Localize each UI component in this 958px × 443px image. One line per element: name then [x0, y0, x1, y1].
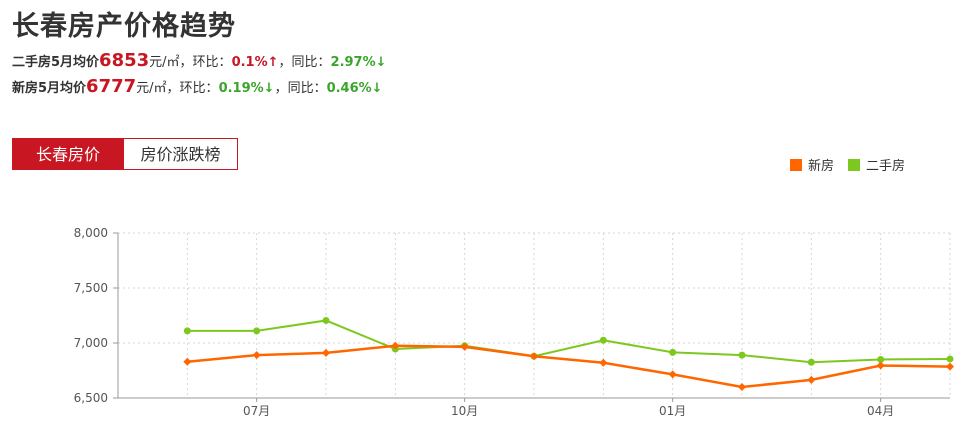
- new-home-yoy-label: ，同比：: [274, 81, 327, 96]
- data-point-second-hand: [877, 356, 885, 363]
- second-hand-mom-value: 0.1%↑: [231, 55, 279, 70]
- new-home-mom-value: 0.19%↓: [218, 81, 275, 96]
- data-point-new-home: [322, 348, 330, 357]
- tab-bar: 长春房价 房价涨跌榜: [12, 138, 238, 170]
- x-tick-label: 04月: [867, 404, 894, 418]
- data-point-new-home: [183, 357, 192, 366]
- x-tick-label: 10月: [451, 404, 478, 418]
- data-point-new-home: [599, 358, 608, 367]
- legend-item-second-hand[interactable]: 二手房: [848, 155, 905, 174]
- data-point-new-home: [252, 351, 261, 360]
- legend-label-second-hand: 二手房: [866, 159, 906, 174]
- second-hand-yoy-label: ，同比：: [278, 55, 331, 70]
- data-point-new-home: [738, 383, 746, 391]
- second-hand-price: 6853: [99, 50, 150, 71]
- legend-label-new-home: 新房: [808, 159, 835, 174]
- data-point-second-hand: [946, 355, 954, 363]
- tab-price-ranking[interactable]: 房价涨跌榜: [124, 138, 238, 170]
- legend-swatch-second-hand: [848, 158, 861, 171]
- page-title: 长春房产价格趋势: [12, 11, 236, 42]
- new-home-yoy-value: 0.46%↓: [326, 81, 383, 96]
- y-tick-label: 8,000: [74, 226, 108, 240]
- data-point-new-home: [530, 352, 538, 361]
- data-point-second-hand: [807, 358, 815, 366]
- second-hand-stat-line: 二手房5月均价6853元/㎡，环比：0.1%↑，同比：2.97%↓: [12, 50, 387, 71]
- chart-legend: 新房 二手房: [790, 155, 919, 174]
- y-tick-label: 7,500: [74, 281, 108, 295]
- data-point-new-home: [876, 361, 885, 370]
- second-hand-yoy-value: 2.97%↓: [330, 55, 387, 70]
- data-point-second-hand: [669, 348, 677, 356]
- data-point-second-hand: [183, 327, 191, 335]
- data-point-new-home: [391, 341, 400, 350]
- tab-changchun-price[interactable]: 长春房价: [12, 138, 124, 170]
- series-line-second-hand: [187, 319, 951, 364]
- second-hand-label: 二手房5月均价: [12, 55, 100, 70]
- legend-swatch-new-home: [790, 158, 802, 171]
- data-point-second-hand: [253, 327, 261, 335]
- y-tick-label: 6,500: [74, 391, 108, 405]
- data-point-second-hand: [599, 336, 607, 344]
- x-tick-label: 01月: [659, 404, 686, 418]
- x-tick-label: 07月: [243, 404, 270, 418]
- data-point-new-home: [460, 342, 469, 351]
- data-point-new-home: [668, 370, 677, 379]
- data-point-new-home: [807, 375, 816, 384]
- data-point-second-hand: [322, 316, 330, 324]
- legend-item-new-home[interactable]: 新房: [790, 155, 834, 174]
- second-hand-unit: 元/㎡: [149, 55, 180, 70]
- data-point-new-home: [946, 362, 954, 371]
- data-point-second-hand: [738, 351, 746, 359]
- second-hand-mom-label: ，环比：: [179, 55, 232, 70]
- new-home-label: 新房5月均价: [12, 81, 87, 96]
- series-line-new-home: [187, 344, 951, 389]
- new-home-stat-line: 新房5月均价6777元/㎡，环比：0.19%↓，同比：0.46%↓: [12, 76, 383, 97]
- new-home-price: 6777: [86, 76, 137, 97]
- new-home-mom-label: ，环比：: [166, 81, 219, 96]
- y-tick-label: 7,000: [74, 336, 108, 350]
- new-home-unit: 元/㎡: [136, 81, 167, 96]
